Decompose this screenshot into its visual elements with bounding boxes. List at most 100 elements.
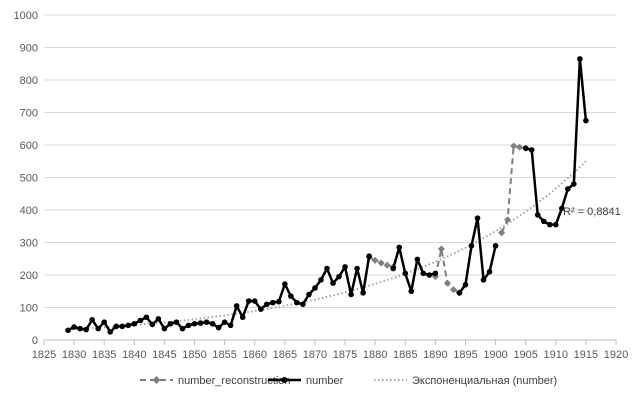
number-line-segment xyxy=(458,216,497,294)
number-point xyxy=(360,290,366,296)
legend: number_reconstruction number Экспоненциа… xyxy=(140,375,557,387)
legend-label-number: number xyxy=(306,375,344,387)
x-tick-label: 1910 xyxy=(544,349,568,361)
number-point xyxy=(559,205,565,212)
number-point xyxy=(492,242,499,249)
number-point xyxy=(77,325,83,332)
number-point xyxy=(342,264,348,270)
number-point xyxy=(420,270,427,277)
number-point xyxy=(468,242,475,249)
legend-label-reconstruction: number_reconstruction xyxy=(178,375,291,387)
legend-marker-circle-icon xyxy=(281,377,288,383)
trendline-layer xyxy=(68,160,587,331)
number-point xyxy=(167,320,174,327)
y-tick-label: 800 xyxy=(20,75,38,87)
number-point xyxy=(95,325,101,332)
number-point xyxy=(402,270,409,277)
reconstruction-point xyxy=(371,256,379,264)
number-point xyxy=(571,181,577,187)
x-tick-label: 1860 xyxy=(242,349,266,361)
axes: 0 100 200 300 400 500 600 700 800 900 1000 1825 1830… xyxy=(14,10,629,361)
x-tick-label: 1830 xyxy=(62,349,86,361)
reconstruction-series-layer xyxy=(365,142,530,297)
x-tick-label: 1890 xyxy=(423,349,447,361)
number-series-layer xyxy=(65,56,589,335)
x-tick-label: 1855 xyxy=(212,349,236,361)
number-point xyxy=(276,298,282,305)
number-point xyxy=(577,56,583,62)
number-point xyxy=(546,221,553,228)
number-point xyxy=(83,326,89,333)
number-point xyxy=(257,306,264,312)
reconstruction-point xyxy=(383,261,391,269)
number-point xyxy=(209,320,216,327)
number-point xyxy=(270,299,276,306)
number-point xyxy=(540,218,547,225)
legend-item-number[interactable]: number xyxy=(268,375,344,387)
number-point xyxy=(137,317,144,324)
x-tick-label: 1905 xyxy=(513,349,537,361)
number-point xyxy=(215,324,222,331)
number-point xyxy=(583,117,589,124)
number-line-segment xyxy=(525,57,588,226)
number-point xyxy=(233,303,240,309)
number-point xyxy=(155,316,162,322)
number-line-segment xyxy=(392,246,436,293)
x-tick-label: 1915 xyxy=(574,349,598,361)
reconstruction-point xyxy=(377,259,385,267)
number-point xyxy=(552,221,559,228)
y-tick-label: 500 xyxy=(20,173,38,185)
number-point xyxy=(197,320,204,326)
x-tick-label: 1825 xyxy=(32,349,56,361)
number-point xyxy=(173,319,180,325)
reconstruction-point xyxy=(443,279,451,287)
number-point xyxy=(294,299,300,306)
number-point xyxy=(149,321,156,328)
number-point xyxy=(486,268,493,275)
y-tick-label: 400 xyxy=(20,205,38,217)
number-point xyxy=(354,265,360,272)
number-point xyxy=(113,323,120,330)
number-point xyxy=(191,320,198,327)
number-point xyxy=(227,322,234,329)
reconstruction-point xyxy=(504,216,512,224)
number-point xyxy=(179,325,186,332)
legend-item-reconstruction[interactable]: number_reconstruction xyxy=(140,375,291,387)
number-point xyxy=(462,281,469,288)
y-tick-label: 700 xyxy=(20,108,38,120)
y-tick-label: 1000 xyxy=(14,10,38,22)
number-point xyxy=(312,285,318,291)
legend-item-trendline[interactable]: Экспоненциальная (number) xyxy=(374,375,557,387)
y-tick-label: 600 xyxy=(20,140,38,152)
number-point xyxy=(565,186,571,192)
number-point xyxy=(282,281,288,287)
legend-label-trendline: Экспоненциальная (number) xyxy=(412,375,557,387)
number-point xyxy=(366,253,372,259)
x-tick-label: 1865 xyxy=(273,349,297,361)
number-point xyxy=(251,298,258,304)
number-point xyxy=(306,291,312,298)
x-tick-label: 1850 xyxy=(182,349,206,361)
number-point xyxy=(119,323,126,330)
number-point xyxy=(396,244,403,251)
number-point xyxy=(89,317,95,323)
x-tick-label: 1840 xyxy=(122,349,146,361)
number-point xyxy=(245,298,252,304)
number-line-segment xyxy=(67,255,371,334)
reconstruction-point xyxy=(498,229,506,237)
number-point xyxy=(239,314,246,321)
number-point xyxy=(432,270,439,277)
legend-marker-diamond-icon xyxy=(152,376,161,384)
number-point xyxy=(107,329,114,335)
number-point xyxy=(161,325,168,332)
number-point xyxy=(125,322,132,329)
r-squared-annotation: R² = 0,8841 xyxy=(563,206,621,218)
x-tick-label: 1895 xyxy=(453,349,477,361)
number-point xyxy=(408,288,415,295)
number-point xyxy=(330,280,336,286)
x-tick-label: 1870 xyxy=(303,349,327,361)
x-tick-label: 1900 xyxy=(483,349,507,361)
x-tick-label: 1880 xyxy=(363,349,387,361)
